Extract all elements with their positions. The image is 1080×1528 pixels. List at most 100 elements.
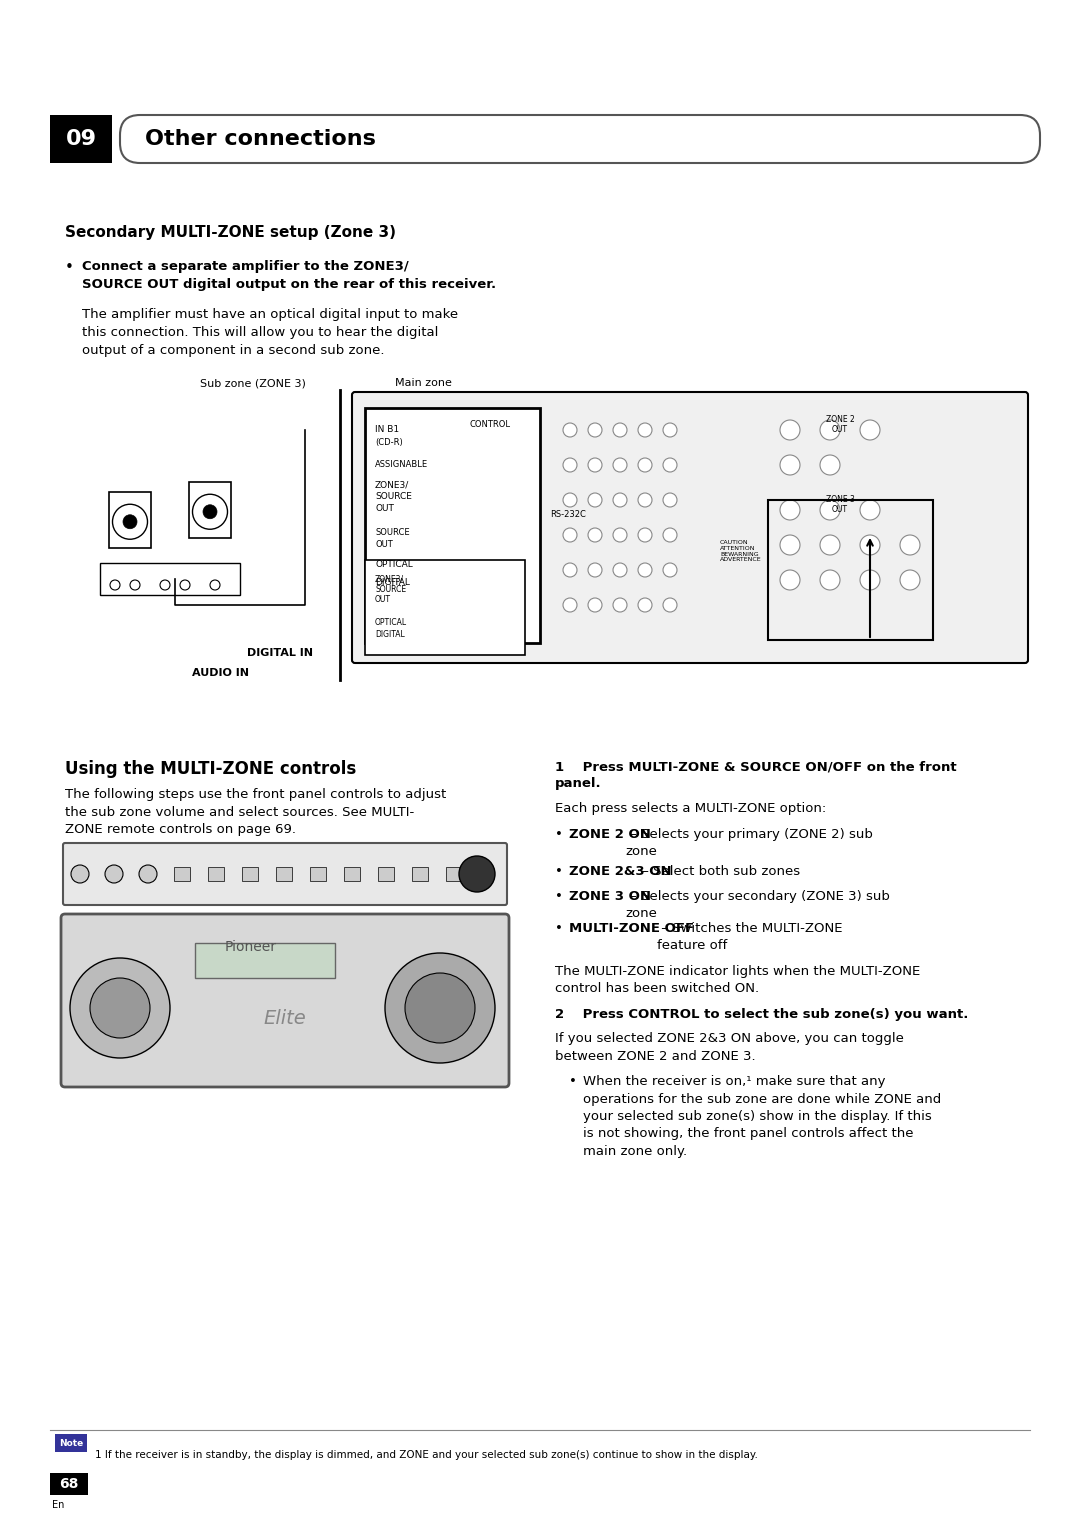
Circle shape [588,529,602,542]
Bar [310,866,326,882]
Circle shape [90,978,150,1038]
Circle shape [588,494,602,507]
Circle shape [900,535,920,555]
Circle shape [663,423,677,437]
Circle shape [638,562,652,578]
Text: •: • [555,889,567,903]
Bar [276,866,292,882]
Bar [446,866,462,882]
Text: SOURCE: SOURCE [375,492,411,501]
Circle shape [638,597,652,613]
Circle shape [638,458,652,472]
Circle shape [70,958,170,1057]
Circle shape [613,458,627,472]
Circle shape [780,535,800,555]
Text: Pioneer: Pioneer [225,940,276,953]
Circle shape [663,458,677,472]
Text: – Selects your secondary (ZONE 3) sub
zone: – Selects your secondary (ZONE 3) sub zo… [625,889,890,920]
Text: CAUTION
ATTENTION
BEWARNING
ADVERTENCE: CAUTION ATTENTION BEWARNING ADVERTENCE [720,539,761,562]
Circle shape [563,562,577,578]
Text: ZONE 2
OUT: ZONE 2 OUT [825,416,854,434]
Text: Other connections: Other connections [145,128,376,150]
Bar [208,866,224,882]
Text: ASSIGNABLE: ASSIGNABLE [375,460,428,469]
Text: Sub zone (ZONE 3): Sub zone (ZONE 3) [200,377,306,388]
Text: The MULTI-ZONE indicator lights when the MULTI-ZONE
control has been switched ON: The MULTI-ZONE indicator lights when the… [555,966,920,996]
Text: •: • [569,1076,581,1088]
Circle shape [860,570,880,590]
Text: 1    Press MULTI-ZONE & SOURCE ON/OFF on the front
panel.: 1 Press MULTI-ZONE & SOURCE ON/OFF on th… [555,759,957,790]
Text: The amplifier must have an optical digital input to make
this connection. This w: The amplifier must have an optical digit… [82,309,458,358]
Circle shape [160,581,170,590]
Text: ZONE3/: ZONE3/ [375,575,404,584]
Text: DIGITAL: DIGITAL [375,578,410,587]
Circle shape [112,504,148,539]
Text: ZONE 2&3 ON: ZONE 2&3 ON [569,865,672,879]
Circle shape [192,494,228,529]
Circle shape [563,458,577,472]
Text: Using the MULTI-ZONE controls: Using the MULTI-ZONE controls [65,759,356,778]
Circle shape [860,535,880,555]
Text: Each press selects a MULTI-ZONE option:: Each press selects a MULTI-ZONE option: [555,802,826,814]
Text: OPTICAL: OPTICAL [375,559,413,568]
Text: SOURCE: SOURCE [375,529,409,536]
Bar [411,866,428,882]
Text: •: • [65,260,73,275]
Circle shape [71,865,89,883]
Bar [242,866,258,882]
Bar [195,943,335,978]
Circle shape [105,865,123,883]
FancyBboxPatch shape [120,115,1040,163]
Circle shape [663,562,677,578]
Circle shape [780,570,800,590]
Circle shape [663,529,677,542]
Bar [50,115,112,163]
Text: ZONE 2 ON: ZONE 2 ON [569,828,651,840]
Text: ZONE3/: ZONE3/ [375,480,409,489]
Text: •: • [555,828,567,840]
Text: AUDIO IN: AUDIO IN [191,668,248,678]
Text: Note: Note [59,1438,83,1447]
Circle shape [459,856,495,892]
FancyBboxPatch shape [352,393,1028,663]
Circle shape [663,494,677,507]
Text: OUT: OUT [375,504,394,513]
Circle shape [180,581,190,590]
Text: SOURCE: SOURCE [375,585,406,594]
Circle shape [613,597,627,613]
Circle shape [405,973,475,1044]
Text: 2    Press CONTROL to select the sub zone(s) you want.: 2 Press CONTROL to select the sub zone(s… [555,1008,969,1021]
Bar [100,562,240,594]
Text: OUT: OUT [375,594,391,604]
Circle shape [860,420,880,440]
Text: Connect a separate amplifier to the ZONE3/
SOURCE OUT digital output on the rear: Connect a separate amplifier to the ZONE… [82,260,496,290]
Circle shape [638,529,652,542]
Circle shape [588,597,602,613]
Text: RS-232C: RS-232C [550,510,585,520]
Circle shape [203,504,217,518]
Circle shape [900,570,920,590]
Text: DIGITAL IN: DIGITAL IN [247,648,313,659]
Text: Secondary MULTI-ZONE setup (Zone 3): Secondary MULTI-ZONE setup (Zone 3) [65,225,396,240]
Circle shape [638,423,652,437]
Circle shape [563,494,577,507]
Text: When the receiver is on,¹ make sure that any
operations for the sub zone are don: When the receiver is on,¹ make sure that… [583,1076,942,1158]
Circle shape [384,953,495,1063]
Circle shape [563,529,577,542]
Bar [109,492,151,549]
Text: 1 If the receiver is in standby, the display is dimmed, and ZONE and your select: 1 If the receiver is in standby, the dis… [95,1450,758,1459]
Bar [365,408,540,643]
FancyBboxPatch shape [60,914,509,1086]
Text: (CD-R): (CD-R) [375,439,403,448]
Text: DIGITAL: DIGITAL [375,630,405,639]
Text: The following steps use the front panel controls to adjust
the sub zone volume a: The following steps use the front panel … [65,788,446,836]
Circle shape [638,494,652,507]
Circle shape [130,581,140,590]
Circle shape [820,570,840,590]
Text: Main zone: Main zone [395,377,451,388]
Text: – Select both sub zones: – Select both sub zones [638,865,800,879]
Circle shape [820,500,840,520]
Circle shape [613,529,627,542]
Circle shape [780,455,800,475]
Circle shape [210,581,220,590]
